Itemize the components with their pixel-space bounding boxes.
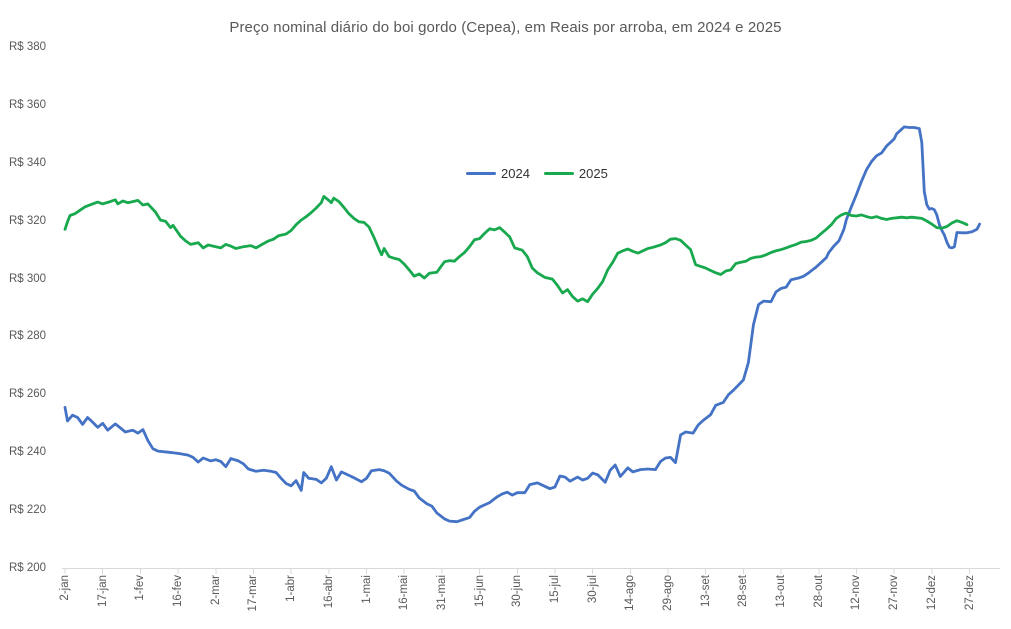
x-axis-tick-label: 13-set: [699, 575, 712, 607]
x-axis-tick-label: 30-jun: [511, 575, 524, 607]
x-axis-tick-label: 1-mai: [360, 575, 373, 604]
x-axis-tick-label: 31-mai: [435, 575, 448, 611]
x-axis-tick-label: 1-fev: [134, 575, 147, 601]
y-axis-tick-label: R$ 220: [9, 504, 47, 517]
series-line-2024[interactable]: [63, 125, 981, 524]
x-axis-tick-label: 17-jan: [96, 575, 109, 607]
x-axis-tick-label: 17-mar: [247, 575, 260, 612]
legend-item-2024[interactable]: 2024: [466, 166, 530, 181]
legend-swatch-2025: [543, 172, 574, 175]
legend: 2024 2025: [466, 166, 608, 181]
x-axis-tick-label: 2-mar: [209, 575, 222, 606]
x-axis-ticks: [64, 568, 970, 574]
x-axis-tick-label: 16-fev: [172, 575, 185, 607]
y-axis-tick-label: R$ 280: [9, 330, 47, 343]
y-axis-tick-label: R$ 260: [9, 388, 47, 401]
legend-swatch-2024: [466, 172, 496, 175]
x-axis-tick-label: 30-jul: [586, 575, 599, 604]
legend-label-2025: 2025: [578, 166, 608, 181]
y-axis-tick-label: R$ 200: [9, 562, 47, 574]
x-axis-tick-label: 16-abr: [322, 575, 335, 609]
legend-item-2025[interactable]: 2025: [543, 166, 608, 181]
y-axis-tick-label: R$ 380: [9, 41, 47, 53]
x-axis-tick-label: 16-mai: [398, 575, 411, 611]
x-axis-tick-label: 28-out: [812, 575, 825, 608]
x-axis-tick-label: 15-jul: [548, 575, 561, 604]
y-axis-tick-label: R$ 300: [9, 272, 47, 285]
x-axis-tick-label: 29-ago: [662, 575, 674, 611]
y-axis-tick-label: R$ 240: [9, 446, 47, 459]
x-axis-tick-label: 27-nov: [888, 575, 901, 611]
x-axis-tick-label: 28-set: [737, 575, 750, 607]
y-axis-tick-label: R$ 320: [9, 214, 47, 227]
x-axis-tick-label: 14-ago: [624, 575, 637, 611]
y-axis-tick-label: R$ 340: [9, 156, 47, 169]
chart-title: Preço nominal diário do boi gordo (Cepea…: [229, 19, 782, 36]
x-axis-tick-label: 13-out: [775, 575, 788, 608]
x-axis-tick-label: 12-dez: [925, 575, 938, 611]
y-axis-tick-label: R$ 360: [9, 98, 47, 111]
series-line-2025[interactable]: [63, 194, 969, 304]
x-axis-tick-label: 12-nov: [850, 575, 863, 611]
x-axis-tick-label: 15-jun: [473, 575, 486, 607]
x-axis-tick-label: 27-dez: [963, 575, 976, 611]
legend-label-2024: 2024: [501, 166, 530, 181]
x-axis-tick-label: 2-jan: [59, 575, 71, 601]
x-axis-tick-label: 1-abr: [285, 575, 298, 602]
